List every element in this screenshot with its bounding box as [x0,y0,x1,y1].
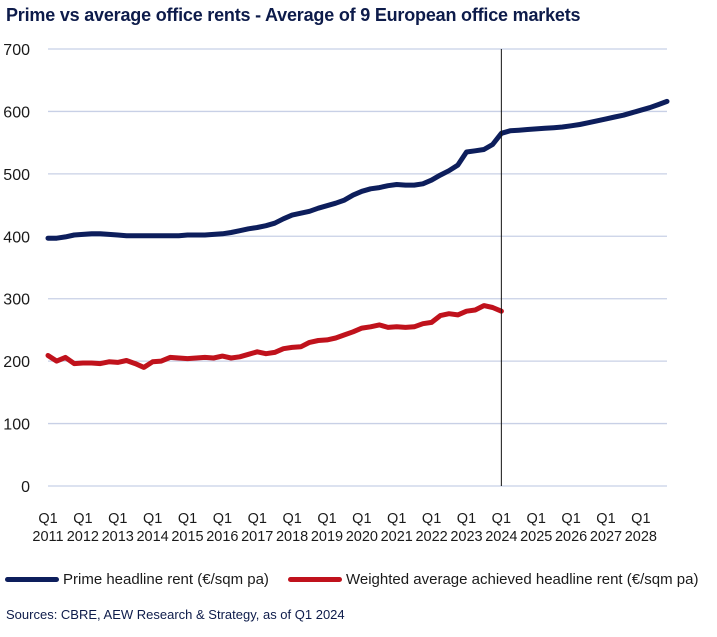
x-tick-year-2018: 2018 [276,529,308,545]
x-tick-year-2025: 2025 [520,529,552,545]
x-tick-quarter-2024: Q1 [492,511,511,527]
x-tick-year-2016: 2016 [206,529,238,545]
series-lines [45,98,670,370]
x-tick-quarter-2014: Q1 [143,511,162,527]
y-axis-ticks: 0 100 200 300 400 500 600 700 [3,42,30,496]
x-tick-year-2020: 2020 [346,529,378,545]
x-tick-year-2021: 2021 [381,529,413,545]
x-tick-year-2017: 2017 [241,529,273,545]
x-tick-year-2022: 2022 [415,529,447,545]
x-tick-year-2026: 2026 [555,529,587,545]
x-tick-quarter-2021: Q1 [387,511,406,527]
x-tick-quarter-2023: Q1 [457,511,476,527]
x-tick-quarter-2020: Q1 [352,511,371,527]
x-tick-quarter-2015: Q1 [178,511,197,527]
chart-title: Prime vs average office rents - Average … [6,5,581,25]
x-tick-year-2013: 2013 [102,529,134,545]
x-tick-quarter-2022: Q1 [422,511,441,527]
x-tick-quarter-2027: Q1 [596,511,615,527]
y-tick-label-700: 700 [3,42,30,59]
x-tick-year-2019: 2019 [311,529,343,545]
x-axis-ticks: Q1 2011 Q1 2012 Q1 2013 Q1 2014 Q1 2015 Q1 2016 Q1 20… [32,511,657,545]
legend-label-average: Weighted average achieved headline rent … [346,571,699,588]
series-line-prime [45,98,670,241]
x-tick-year-2011: 2011 [32,529,63,545]
x-tick-year-2012: 2012 [67,529,99,545]
y-tick-label-500: 500 [3,167,30,184]
legend: Prime headline rent (€/sqm pa) Weighted … [5,571,710,591]
x-tick-quarter-2017: Q1 [248,511,267,527]
x-tick-quarter-2025: Q1 [527,511,546,527]
legend-item-prime: Prime headline rent (€/sqm pa) [5,571,269,588]
legend-item-average: Weighted average achieved headline rent … [288,571,698,588]
y-tick-label-400: 400 [3,229,30,246]
legend-label-prime: Prime headline rent (€/sqm pa) [63,571,269,588]
y-tick-label-300: 300 [3,292,30,309]
y-tick-label-600: 600 [3,104,30,121]
x-tick-quarter-2019: Q1 [317,511,336,527]
x-tick-year-2024: 2024 [485,529,517,545]
x-tick-year-2014: 2014 [136,529,168,545]
x-tick-quarter-2016: Q1 [213,511,232,527]
y-tick-label-100: 100 [3,417,30,434]
source-note: Sources: CBRE, AEW Research & Strategy, … [6,607,345,622]
x-tick-quarter-2012: Q1 [73,511,92,527]
y-tick-label-0: 0 [21,479,30,496]
x-tick-quarter-2011: Q1 [38,511,57,527]
x-tick-quarter-2028: Q1 [631,511,650,527]
y-tick-label-200: 200 [3,354,30,371]
x-tick-year-2027: 2027 [590,529,622,545]
line-chart: 0 100 200 300 400 500 600 700 Q1 2011 Q1 2012 Q1 201… [3,42,670,545]
x-tick-year-2015: 2015 [171,529,203,545]
x-tick-quarter-2026: Q1 [561,511,580,527]
x-tick-year-2028: 2028 [625,529,657,545]
x-tick-quarter-2018: Q1 [282,511,301,527]
x-tick-quarter-2013: Q1 [108,511,127,527]
series-line-average [45,303,504,370]
x-tick-year-2023: 2023 [450,529,482,545]
legend-swatch-average [288,577,342,582]
legend-swatch-prime [5,577,59,582]
gridlines [48,48,667,487]
